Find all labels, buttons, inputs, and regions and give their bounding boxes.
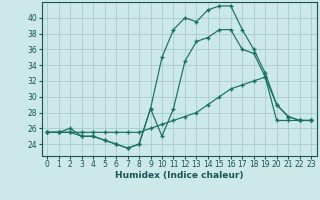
- X-axis label: Humidex (Indice chaleur): Humidex (Indice chaleur): [115, 171, 244, 180]
